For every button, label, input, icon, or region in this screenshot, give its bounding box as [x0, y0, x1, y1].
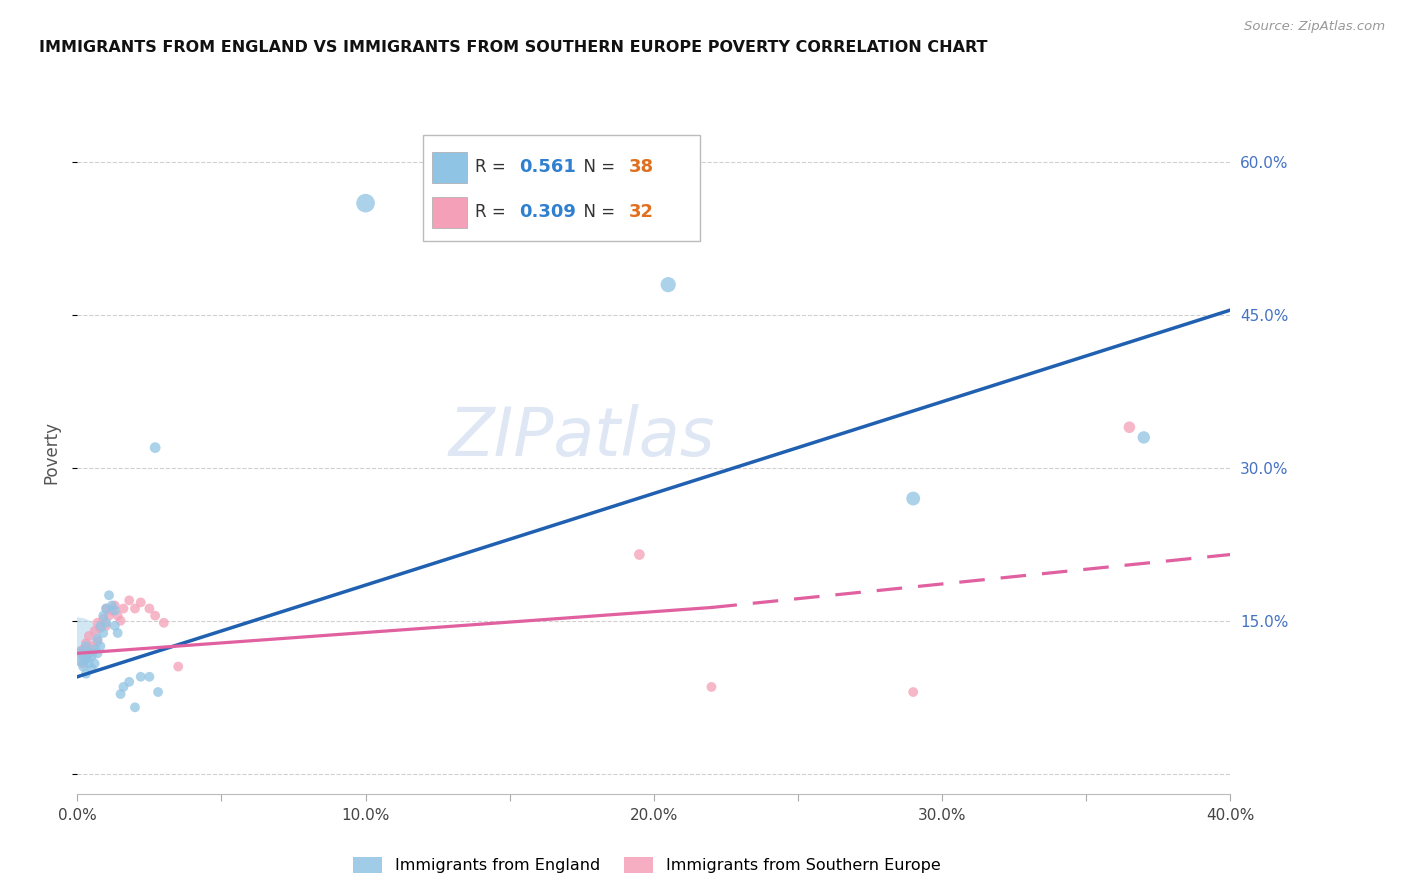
Point: [77, 646, 100, 660]
Text: 0.309: 0.309: [519, 202, 576, 221]
Point: [77, 657, 100, 671]
FancyBboxPatch shape: [433, 197, 467, 227]
Point: [75, 666, 97, 681]
Point: [72, 657, 94, 671]
Point: [104, 599, 127, 613]
Point: [903, 685, 925, 699]
Point: [101, 603, 124, 617]
Point: [143, 441, 166, 455]
Point: [101, 599, 124, 613]
Point: [118, 593, 141, 607]
Point: [66, 634, 89, 648]
Point: [91, 612, 114, 626]
Point: [96, 601, 118, 615]
Point: [89, 621, 111, 635]
Point: [124, 700, 146, 714]
Text: Source: ZipAtlas.com: Source: ZipAtlas.com: [1244, 20, 1385, 33]
Point: [354, 196, 377, 211]
Text: 0.561: 0.561: [519, 159, 576, 177]
Point: [98, 588, 121, 602]
Point: [124, 601, 146, 615]
Point: [903, 491, 925, 506]
Point: [129, 595, 152, 609]
Text: ZIPatlas: ZIPatlas: [449, 404, 716, 470]
Point: [80, 649, 103, 664]
Legend: Immigrants from England, Immigrants from Southern Europe: Immigrants from England, Immigrants from…: [347, 850, 946, 880]
Text: 38: 38: [628, 159, 654, 177]
Point: [89, 639, 111, 653]
Point: [118, 674, 141, 689]
Point: [628, 548, 651, 562]
Point: [107, 626, 129, 640]
Text: IMMIGRANTS FROM ENGLAND VS IMMIGRANTS FROM SOUTHERN EUROPE POVERTY CORRELATION C: IMMIGRANTS FROM ENGLAND VS IMMIGRANTS FR…: [39, 40, 988, 55]
FancyBboxPatch shape: [423, 136, 700, 241]
Point: [138, 601, 160, 615]
Point: [75, 652, 97, 666]
Point: [110, 614, 132, 628]
Point: [72, 649, 94, 664]
Point: [104, 603, 127, 617]
Point: [69, 655, 91, 669]
Point: [75, 636, 97, 650]
Point: [75, 651, 97, 665]
Point: [80, 662, 103, 676]
Text: N =: N =: [574, 202, 620, 221]
Point: [86, 632, 108, 646]
Point: [83, 657, 105, 671]
Point: [91, 608, 114, 623]
Point: [72, 659, 94, 673]
Point: [83, 624, 105, 638]
Point: [112, 680, 135, 694]
Point: [96, 615, 118, 630]
Text: R =: R =: [475, 159, 512, 177]
Point: [86, 615, 108, 630]
Point: [167, 659, 190, 673]
Y-axis label: Poverty: Poverty: [42, 421, 60, 484]
Point: [89, 619, 111, 633]
Point: [77, 629, 100, 643]
Point: [96, 601, 118, 615]
Point: [75, 639, 97, 653]
Point: [83, 642, 105, 657]
Point: [112, 601, 135, 615]
Point: [104, 619, 127, 633]
Point: [86, 646, 108, 660]
Text: N =: N =: [574, 159, 620, 177]
Point: [146, 685, 169, 699]
Text: R =: R =: [475, 202, 512, 221]
Point: [1118, 420, 1140, 434]
Point: [69, 646, 91, 660]
Point: [1133, 430, 1156, 444]
Point: [700, 680, 723, 694]
Point: [98, 608, 121, 623]
Point: [86, 634, 108, 648]
Point: [129, 670, 152, 684]
FancyBboxPatch shape: [433, 153, 467, 183]
Point: [80, 639, 103, 653]
Point: [110, 687, 132, 701]
Point: [72, 642, 94, 657]
Text: 32: 32: [628, 202, 654, 221]
Point: [91, 626, 114, 640]
Point: [77, 646, 100, 660]
Point: [143, 608, 166, 623]
Point: [153, 615, 174, 630]
Point: [69, 644, 91, 658]
Point: [657, 277, 679, 292]
Point: [107, 608, 129, 623]
Point: [96, 619, 118, 633]
Point: [138, 670, 160, 684]
